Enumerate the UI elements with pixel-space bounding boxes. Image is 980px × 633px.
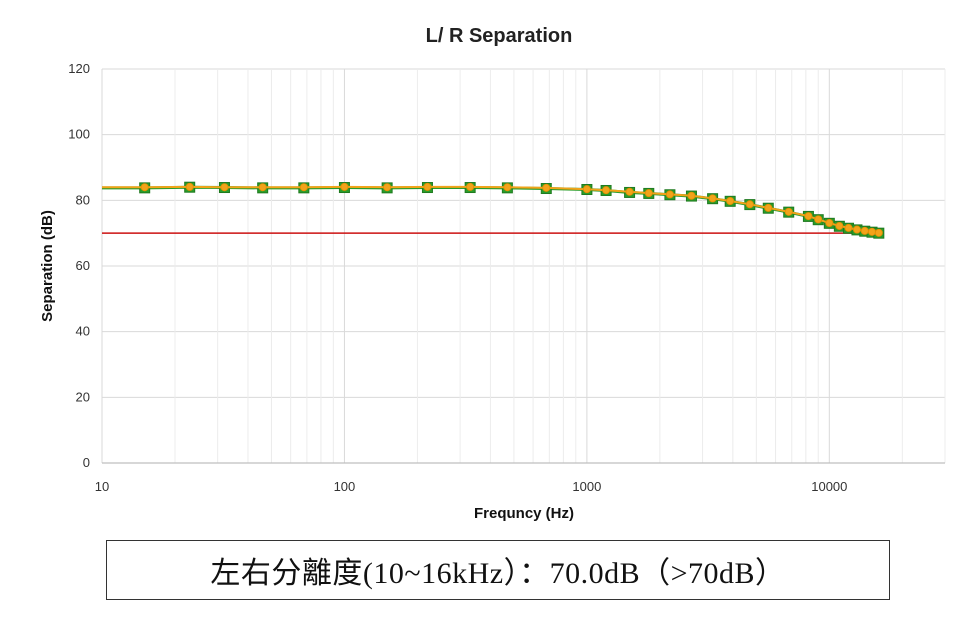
tick-labels: 0 20 40 60 80 100 120 10 100 1000 10000 [68, 61, 847, 494]
caption-box: 左右分離度(10~16kHz）：70.0dB（>70dB） [106, 540, 890, 600]
data-point [383, 183, 392, 192]
y-tick-label: 80 [76, 192, 90, 207]
data-point [874, 228, 883, 237]
data-point [140, 183, 149, 192]
data-point [185, 182, 194, 191]
y-tick-label: 120 [68, 61, 90, 76]
chart: 0 20 40 60 80 100 120 10 100 1000 10000 L/ R Separ… [39, 25, 946, 522]
y-tick-label: 0 [83, 455, 90, 470]
data-point [220, 183, 229, 192]
data-point [726, 196, 735, 205]
data-point [687, 191, 696, 200]
series-group [102, 181, 885, 239]
y-axis-title: Separation (dB) [39, 210, 56, 322]
data-point [825, 218, 834, 227]
data-point [852, 225, 861, 234]
series-2 [102, 182, 883, 237]
y-tick-label: 40 [76, 324, 90, 339]
x-tick-label: 10 [95, 479, 109, 494]
x-tick-label: 100 [334, 479, 356, 494]
data-point [542, 183, 551, 192]
data-point [340, 182, 349, 191]
data-point [835, 221, 844, 230]
data-point [602, 186, 611, 195]
data-point [868, 227, 877, 236]
data-point [784, 207, 793, 216]
data-point [764, 203, 773, 212]
gridlines [101, 68, 946, 463]
data-point [745, 200, 754, 209]
chart-title: L/ R Separation [426, 25, 573, 47]
data-point [844, 223, 853, 232]
data-point [582, 185, 591, 194]
data-point [423, 182, 432, 191]
data-point [258, 183, 267, 192]
x-axis-title: Frequncy (Hz) [474, 505, 574, 522]
data-point [708, 194, 717, 203]
y-tick-label: 60 [76, 258, 90, 273]
data-point [466, 182, 475, 191]
data-point [503, 183, 512, 192]
data-point [860, 226, 869, 235]
data-point [814, 215, 823, 224]
y-tick-label: 100 [68, 127, 90, 142]
x-tick-label: 10000 [811, 479, 847, 494]
data-point [644, 189, 653, 198]
x-tick-label: 1000 [572, 479, 601, 494]
data-point [665, 190, 674, 199]
data-point [804, 212, 813, 221]
y-tick-label: 20 [76, 389, 90, 404]
caption-text: 左右分離度(10~16kHz）：70.0dB（>70dB） [210, 557, 786, 590]
data-point [625, 187, 634, 196]
data-point [299, 183, 308, 192]
